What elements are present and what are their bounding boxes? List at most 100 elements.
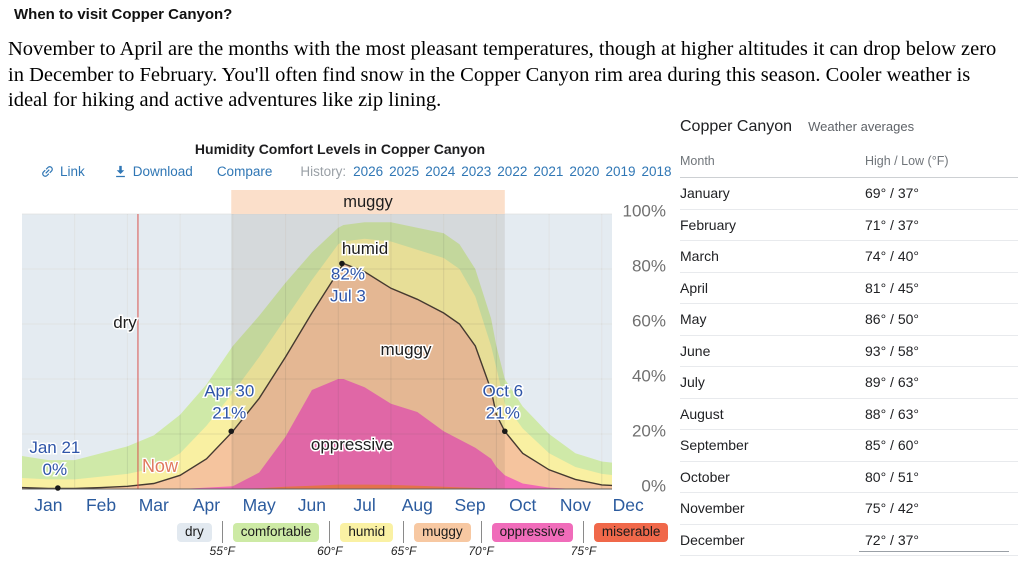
- table-rows: January 69° / 37° February 71° / 37° March 74…: [680, 178, 1018, 556]
- month-label-Nov: Nov: [560, 495, 591, 515]
- month-label-Apr: Apr: [193, 495, 220, 515]
- now-label: Now: [142, 456, 179, 476]
- history-year-2022[interactable]: 2022: [497, 164, 528, 179]
- link-button[interactable]: Link: [40, 164, 85, 179]
- history-year-2019[interactable]: 2019: [605, 164, 636, 179]
- cell-month: January: [680, 185, 730, 202]
- table-row: June 93° / 58°: [680, 336, 1018, 367]
- table-row: January 69° / 37°: [680, 178, 1018, 210]
- history-year-2020[interactable]: 2020: [569, 164, 600, 179]
- legend-temp-threshold: 75°F: [570, 544, 597, 558]
- cell-month: May: [680, 311, 707, 328]
- cell-month: October: [680, 468, 730, 485]
- history-year-2023[interactable]: 2023: [461, 164, 492, 179]
- cell-high-low: 85° / 60°: [865, 437, 920, 454]
- history-year-2018[interactable]: 2018: [641, 164, 672, 179]
- legend-chip-oppressive: oppressive: [491, 522, 573, 542]
- chart-legend: dry 55°F comfortable 60°F humid 65°F muggy 70°F…: [10, 521, 669, 558]
- cell-month: July: [680, 374, 705, 391]
- history-years: 2026 2025 2024 2023 2022 2021 2020 2019 2018: [353, 164, 671, 179]
- history-year-2024[interactable]: 2024: [425, 164, 456, 179]
- cell-month: April: [680, 279, 709, 296]
- intro-paragraph: November to April are the months with th…: [8, 38, 997, 111]
- column-month: Month: [680, 154, 715, 168]
- table-title: Copper Canyon: [680, 118, 793, 135]
- y-tick-0%: 0%: [641, 476, 666, 495]
- y-tick-60%: 60%: [632, 311, 666, 330]
- region-label-oppressive: oppressive: [311, 435, 393, 454]
- month-label-Dec: Dec: [613, 495, 644, 515]
- annotation-text: Oct 6: [482, 381, 523, 400]
- compare-button[interactable]: Compare: [216, 164, 273, 179]
- download-button[interactable]: Download: [113, 164, 193, 179]
- cell-high-low: 69° / 37°: [865, 185, 920, 202]
- month-label-Jan: Jan: [34, 495, 62, 515]
- cell-month: August: [680, 405, 724, 422]
- chart-toolbar: Link Download Compare History: 2026 2025 2…: [10, 164, 672, 179]
- legend-temp-threshold: 55°F: [209, 544, 236, 558]
- month-label-Jun: Jun: [298, 495, 326, 515]
- legend-chip-humid: humid: [340, 522, 394, 542]
- legend-chip-comfortable: comfortable: [232, 522, 320, 542]
- cell-month: November: [680, 500, 745, 517]
- cell-month: March: [680, 248, 719, 265]
- legend-divider: 75°F: [571, 521, 596, 558]
- month-label-Aug: Aug: [402, 495, 433, 515]
- data-point-Oct 6-21%: [502, 428, 508, 435]
- cell-high-low: 93° / 58°: [865, 342, 920, 359]
- area-muggy_or_worse: [22, 263, 612, 489]
- page-title: When to visit Copper Canyon?: [14, 6, 233, 23]
- legend-chip-dry: dry: [177, 522, 212, 542]
- cell-high-low: 80° / 51°: [865, 468, 920, 485]
- table-row: March 74° / 40°: [680, 241, 1018, 273]
- history-year-2021[interactable]: 2021: [533, 164, 564, 179]
- table-row: July 89° / 63°: [680, 367, 1018, 399]
- table-row: April 81° / 45°: [680, 273, 1018, 304]
- humidity-chart-plot: Jan 21 0% Apr 30 21% 82% Jul 3 Oct 6 21% dry humi…: [22, 190, 666, 515]
- muggy-season-overlay: [231, 214, 505, 489]
- muggy-or-worse-line: [22, 262, 612, 489]
- table-row: February 71° / 37°: [680, 210, 1018, 241]
- cell-month: December: [680, 531, 745, 548]
- region-label-muggy: muggy: [380, 340, 432, 359]
- table-row: May 86° / 50°: [680, 304, 1018, 336]
- cell-high-low: 88° / 63°: [865, 405, 920, 422]
- cell-high-low: 71° / 37°: [865, 216, 920, 233]
- cell-high-low: 89° / 63°: [865, 374, 920, 391]
- humidity-chart-block: Humidity Comfort Levels in Copper Canyon…: [10, 135, 672, 565]
- annotation-text: Jul 3: [330, 287, 366, 306]
- history-year-2025[interactable]: 2025: [389, 164, 420, 179]
- month-label-Feb: Feb: [86, 495, 116, 515]
- annotation-text: Apr 30: [204, 381, 254, 400]
- data-point-Apr 30-21%: [228, 428, 235, 435]
- cell-month: February: [680, 216, 737, 233]
- cell-high-low: 72° / 37°: [865, 531, 920, 548]
- link-icon: [42, 166, 53, 177]
- region-label-humid: humid: [342, 239, 388, 258]
- month-label-May: May: [243, 495, 276, 515]
- table-column-headers: Month High / Low (°F): [680, 154, 1018, 178]
- table-row: November 75° / 42°: [680, 493, 1018, 525]
- muggy-season-band: [231, 190, 505, 214]
- legend-divider: 55°F: [210, 521, 235, 558]
- table-row: September 85° / 60°: [680, 430, 1018, 462]
- download-label: Download: [132, 164, 193, 179]
- cell-high-low: 86° / 50°: [865, 311, 920, 328]
- annotation-text: 21%: [212, 403, 246, 422]
- region-label-dry: dry: [113, 313, 137, 332]
- annotation-text: 21%: [486, 403, 520, 422]
- legend-chip-muggy: muggy: [414, 522, 471, 542]
- column-high-low: High / Low (°F): [865, 154, 949, 168]
- legend-temp-threshold: 65°F: [390, 544, 417, 558]
- history-label: History:: [300, 164, 347, 179]
- table-bottom-partial-border: [859, 551, 1009, 552]
- y-tick-40%: 40%: [632, 366, 666, 385]
- cell-high-low: 75° / 42°: [865, 500, 920, 517]
- y-tick-100%: 100%: [623, 201, 666, 220]
- chart-title: Humidity Comfort Levels in Copper Canyon: [194, 141, 486, 157]
- legend-divider: 70°F: [468, 521, 494, 558]
- download-icon: [115, 165, 125, 178]
- history-year-2026[interactable]: 2026: [353, 164, 384, 179]
- table-row: October 80° / 51°: [680, 462, 1018, 493]
- season-band-label: muggy: [343, 193, 393, 211]
